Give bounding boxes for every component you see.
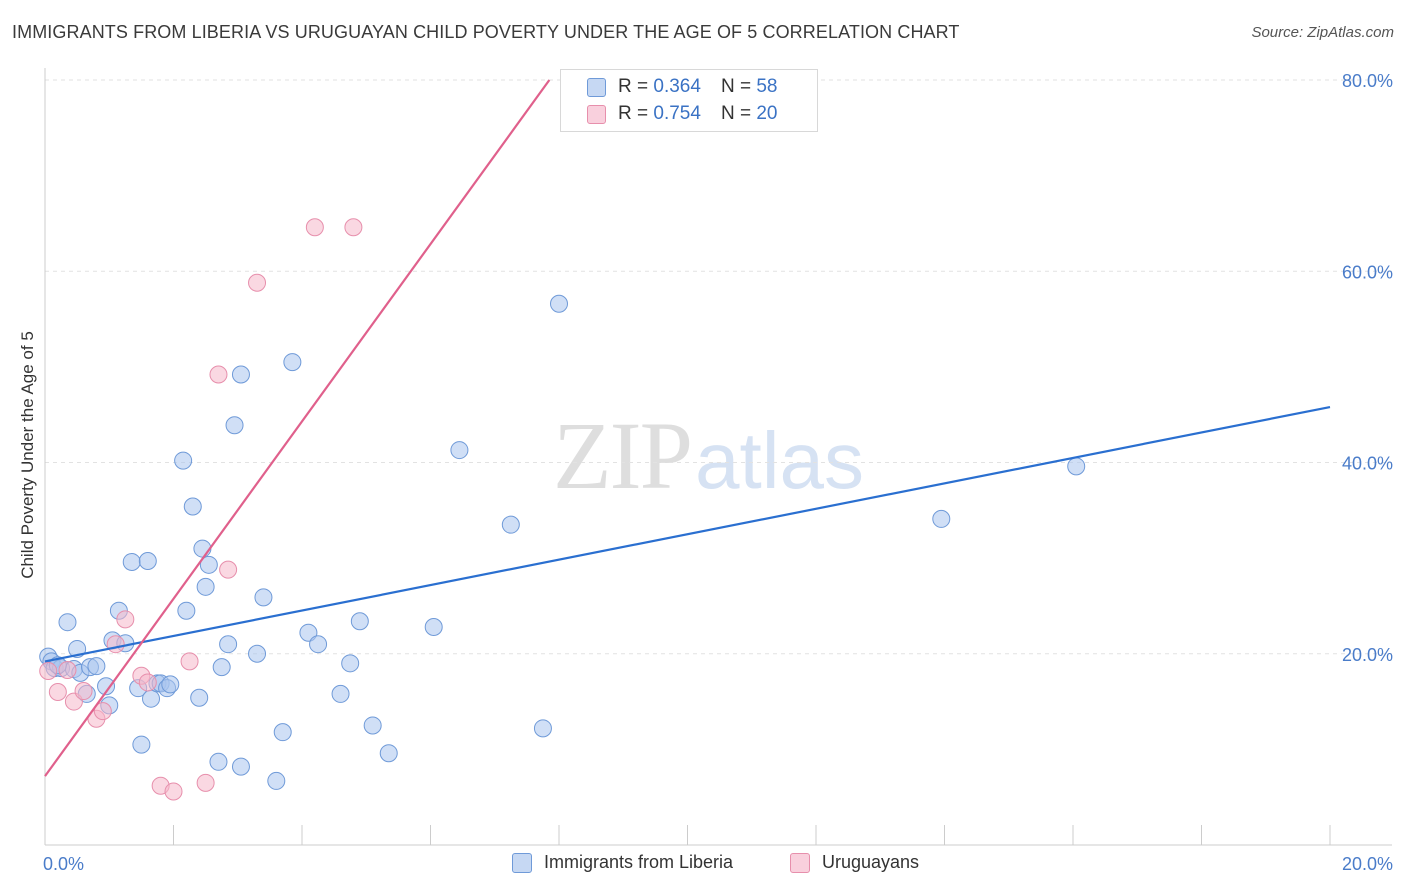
point-series0-26	[177, 601, 196, 620]
point-series0-43	[299, 623, 318, 642]
point-series0-53	[533, 719, 552, 738]
point-series0-41	[273, 723, 292, 742]
point-series1-18	[305, 218, 324, 237]
point-series1-17	[248, 273, 267, 292]
point-series0-35	[225, 416, 244, 435]
point-series0-45	[331, 684, 350, 703]
point-series1-6	[93, 702, 112, 721]
point-series1-7	[106, 635, 125, 654]
watermark: ZIPatlas	[553, 400, 864, 511]
point-series0-11	[97, 677, 116, 696]
point-series0-50	[424, 617, 443, 636]
point-series0-20	[142, 689, 161, 708]
trend-line-series0	[44, 405, 1331, 663]
y-tick-label-80: 80.0%	[1342, 71, 1393, 91]
point-series0-49	[379, 744, 398, 763]
point-series0-47	[350, 612, 369, 631]
point-series1-13	[180, 652, 199, 671]
point-series0-40	[267, 771, 286, 790]
point-series0-31	[199, 555, 218, 574]
point-series0-27	[183, 497, 202, 516]
x-tick-label-0: 0.0%	[43, 854, 84, 874]
legend-swatch-uruguayans	[587, 104, 606, 124]
point-series1-10	[138, 673, 157, 692]
legend-n-value-liberia: 58	[756, 76, 778, 97]
point-series1-8	[116, 610, 135, 629]
point-series0-38	[248, 644, 267, 663]
point-series0-34	[219, 635, 238, 654]
watermark-atlas: atlas	[695, 416, 864, 505]
legend-row-uruguayans: R = 0.754 N = 20	[561, 101, 777, 127]
point-series1-2	[58, 661, 77, 680]
legend-row-liberia: R = 0.364 N = 58	[561, 74, 777, 100]
point-series0-19	[138, 551, 157, 570]
legend-bottom-label-liberia: Immigrants from Liberia	[544, 852, 734, 872]
point-series0-4	[58, 613, 77, 632]
point-series0-37	[231, 365, 250, 384]
point-series0-28	[190, 688, 209, 707]
point-series0-39	[254, 588, 273, 607]
point-series0-48	[363, 716, 382, 735]
legend-n-label-uruguayans: N =	[720, 103, 752, 124]
legend-bottom-swatch-liberia	[512, 852, 532, 873]
legend-n-value-uruguayans: 20	[756, 103, 778, 124]
point-series0-46	[341, 654, 360, 673]
point-series0-9	[87, 657, 106, 676]
point-series0-16	[122, 552, 141, 571]
point-series1-12	[164, 782, 183, 801]
legend-r-label-liberia: R =	[618, 76, 649, 97]
point-series1-1	[48, 683, 67, 701]
legend-swatch-liberia	[587, 77, 606, 97]
x-tick-label-1: 20.0%	[1342, 854, 1393, 874]
legend-r-label-uruguayans: R =	[618, 103, 649, 124]
point-series0-25	[174, 451, 193, 470]
chart-title: IMMIGRANTS FROM LIBERIA VS URUGUAYAN CHI…	[12, 22, 960, 42]
y-tick-label-60: 60.0%	[1342, 262, 1393, 282]
correlation-legend: R = 0.364 N = 58 R = 0.754 N = 20	[560, 69, 818, 132]
point-series0-51	[450, 441, 469, 460]
legend-r-value-liberia: 0.364	[653, 76, 701, 97]
point-series0-33	[212, 658, 231, 677]
point-series0-29	[193, 539, 212, 558]
point-series0-18	[132, 735, 151, 754]
point-series0-54	[550, 294, 568, 313]
point-series1-4	[74, 682, 93, 701]
legend-r-value-uruguayans: 0.754	[653, 103, 701, 124]
legend-item-uruguayans: Uruguayans	[790, 852, 919, 873]
point-series0-44	[309, 635, 328, 654]
y-tick-label-40: 40.0%	[1342, 454, 1393, 474]
chart-source: Source: ZipAtlas.com	[1251, 24, 1394, 41]
y-tick-label-20: 20.0%	[1342, 645, 1393, 665]
legend-item-liberia: Immigrants from Liberia	[512, 852, 733, 873]
point-series1-16	[219, 560, 238, 579]
point-series0-55	[932, 509, 951, 528]
legend-bottom-label-uruguayans: Uruguayans	[822, 852, 920, 872]
point-series0-30	[196, 577, 215, 596]
legend-n-label-liberia: N =	[720, 76, 752, 97]
point-series0-36	[231, 757, 250, 776]
point-series0-56	[1067, 457, 1086, 476]
point-series1-19	[344, 218, 363, 237]
watermark-zip: ZIP	[553, 402, 693, 509]
point-series0-52	[501, 515, 520, 534]
legend-bottom-swatch-uruguayans	[790, 852, 810, 873]
series-legend: Immigrants from Liberia Uruguayans	[0, 852, 1406, 878]
point-series0-24	[161, 675, 180, 694]
point-series1-0	[39, 661, 58, 680]
point-series0-32	[209, 752, 228, 771]
point-series1-15	[209, 365, 228, 384]
trend-line-series1	[44, 79, 551, 777]
point-series0-42	[283, 353, 302, 372]
point-series1-14	[196, 773, 215, 792]
